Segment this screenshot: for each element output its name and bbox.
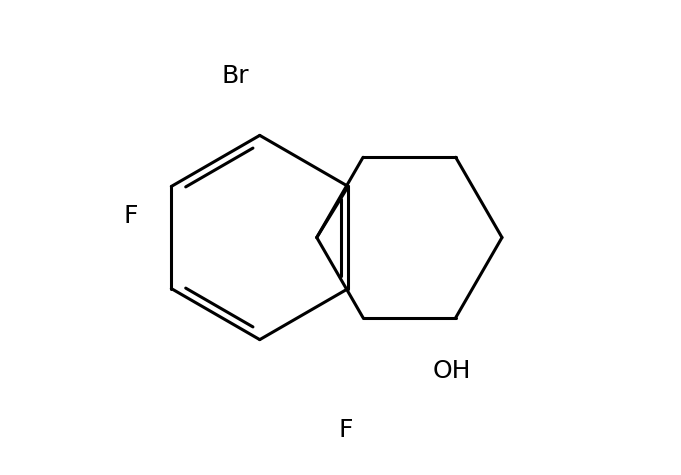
Text: OH: OH	[433, 359, 472, 382]
Text: F: F	[123, 204, 138, 228]
Text: F: F	[338, 418, 353, 442]
Text: Br: Br	[221, 64, 249, 88]
